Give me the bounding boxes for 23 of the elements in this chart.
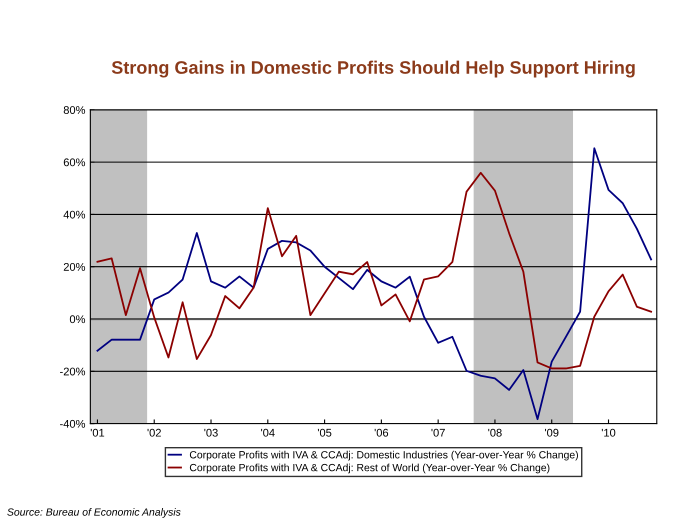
x-tick-label: '10 — [602, 428, 616, 437]
y-tick-label: -20% — [60, 368, 86, 376]
x-tick-label: '04 — [261, 428, 275, 437]
y-tick-label: 80% — [64, 106, 86, 114]
legend-label: Corporate Profits with IVA & CCAdj: Domestic Industries (Year-over-Year % Change) — [190, 450, 578, 460]
chart-title: Strong Gains in Domestic Profits Should Help Support Hiring — [112, 60, 635, 78]
y-tick-label: -40% — [60, 420, 86, 428]
y-tick-label: 40% — [64, 210, 86, 219]
line-series — [96, 172, 652, 370]
x-tick-label: '07 — [431, 428, 445, 437]
y-tick-label: 60% — [64, 158, 86, 166]
line-series — [96, 147, 652, 420]
legend-label: Corporate Profits with IVA & CCAdj: Rest of World (Year-over-Year % Change) — [190, 464, 550, 474]
x-tick-label: '02 — [148, 428, 161, 437]
x-tick-label: '01 — [90, 428, 104, 437]
x-tick-label: '08 — [488, 428, 502, 437]
x-tick-label: '06 — [374, 428, 388, 437]
x-tick-label: '03 — [204, 428, 218, 437]
y-tick-label: 20% — [64, 262, 86, 271]
x-tick-label: '05 — [318, 428, 332, 437]
source-note: Source: Bureau of Economic Analysis — [7, 508, 181, 518]
y-tick-label: 0% — [70, 315, 86, 324]
x-tick-label: '09 — [545, 428, 558, 437]
